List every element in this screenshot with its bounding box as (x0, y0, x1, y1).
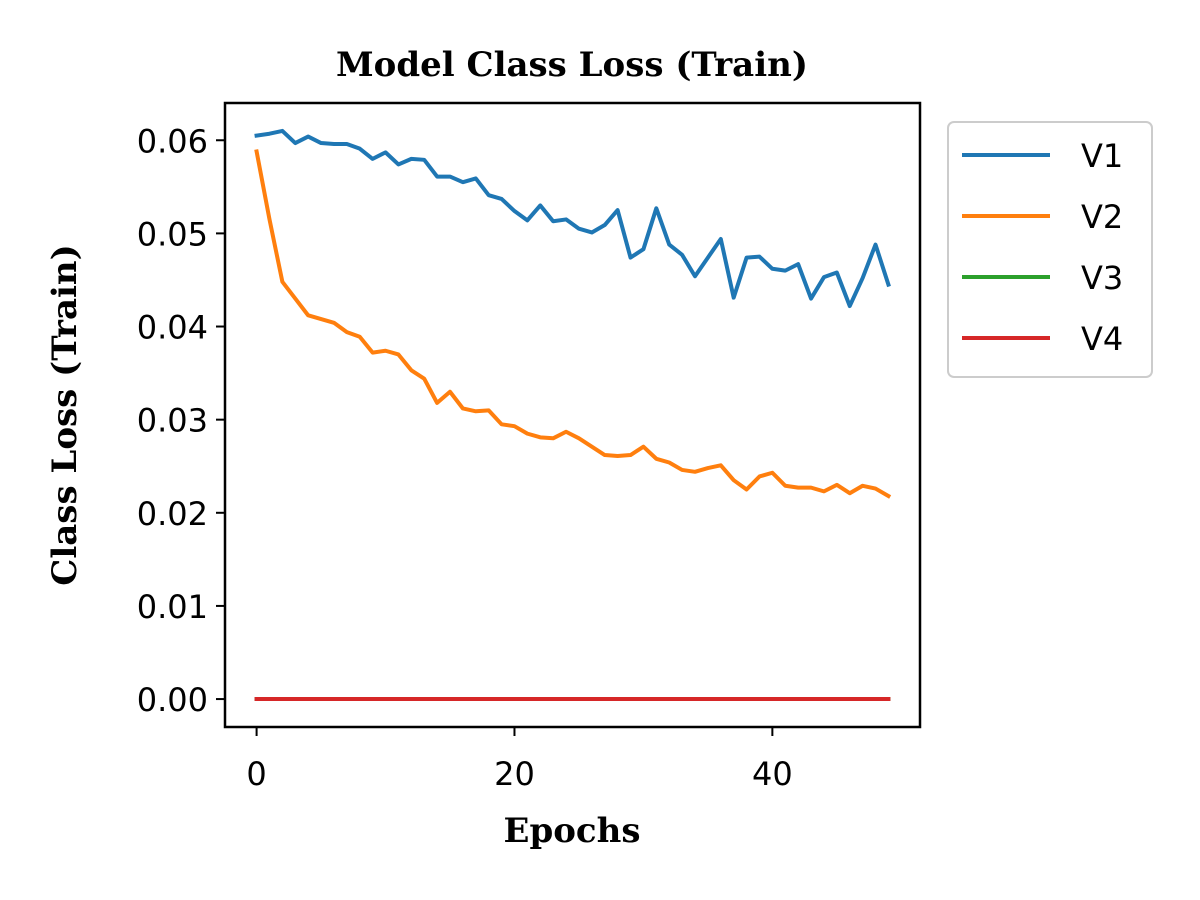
legend-frame (947, 121, 1153, 378)
y-tick-label: 0.02 (137, 495, 208, 533)
x-tick-label: 20 (494, 755, 535, 793)
y-tick-label: 0.01 (137, 588, 208, 626)
legend-label-v2: V2 (1081, 198, 1123, 236)
y-axis-title: Class Loss (Train) (45, 244, 85, 585)
chart-title: Model Class Loss (Train) (336, 45, 808, 85)
legend-label-v4: V4 (1081, 320, 1123, 358)
legend: V1 V2 V3 V4 (947, 121, 1153, 378)
y-axis: 0.00 0.01 0.02 0.03 0.04 0.05 0.06 (137, 122, 225, 719)
x-axis: 0 20 40 (246, 727, 793, 793)
plot-area (254, 128, 892, 702)
x-tick-label: 40 (752, 755, 793, 793)
legend-label-v3: V3 (1081, 259, 1123, 297)
series-line-v1 (254, 128, 891, 309)
x-tick-label: 0 (246, 755, 266, 793)
y-tick-label: 0.00 (137, 681, 208, 719)
legend-label-v1: V1 (1081, 137, 1123, 175)
y-tick-label: 0.03 (137, 402, 208, 440)
y-tick-label: 0.05 (137, 215, 208, 253)
x-axis-title: Epochs (504, 811, 641, 851)
axes-frame (223, 101, 922, 729)
series-line-v2 (254, 149, 892, 499)
y-tick-label: 0.04 (137, 309, 208, 347)
y-tick-label: 0.06 (137, 122, 208, 160)
